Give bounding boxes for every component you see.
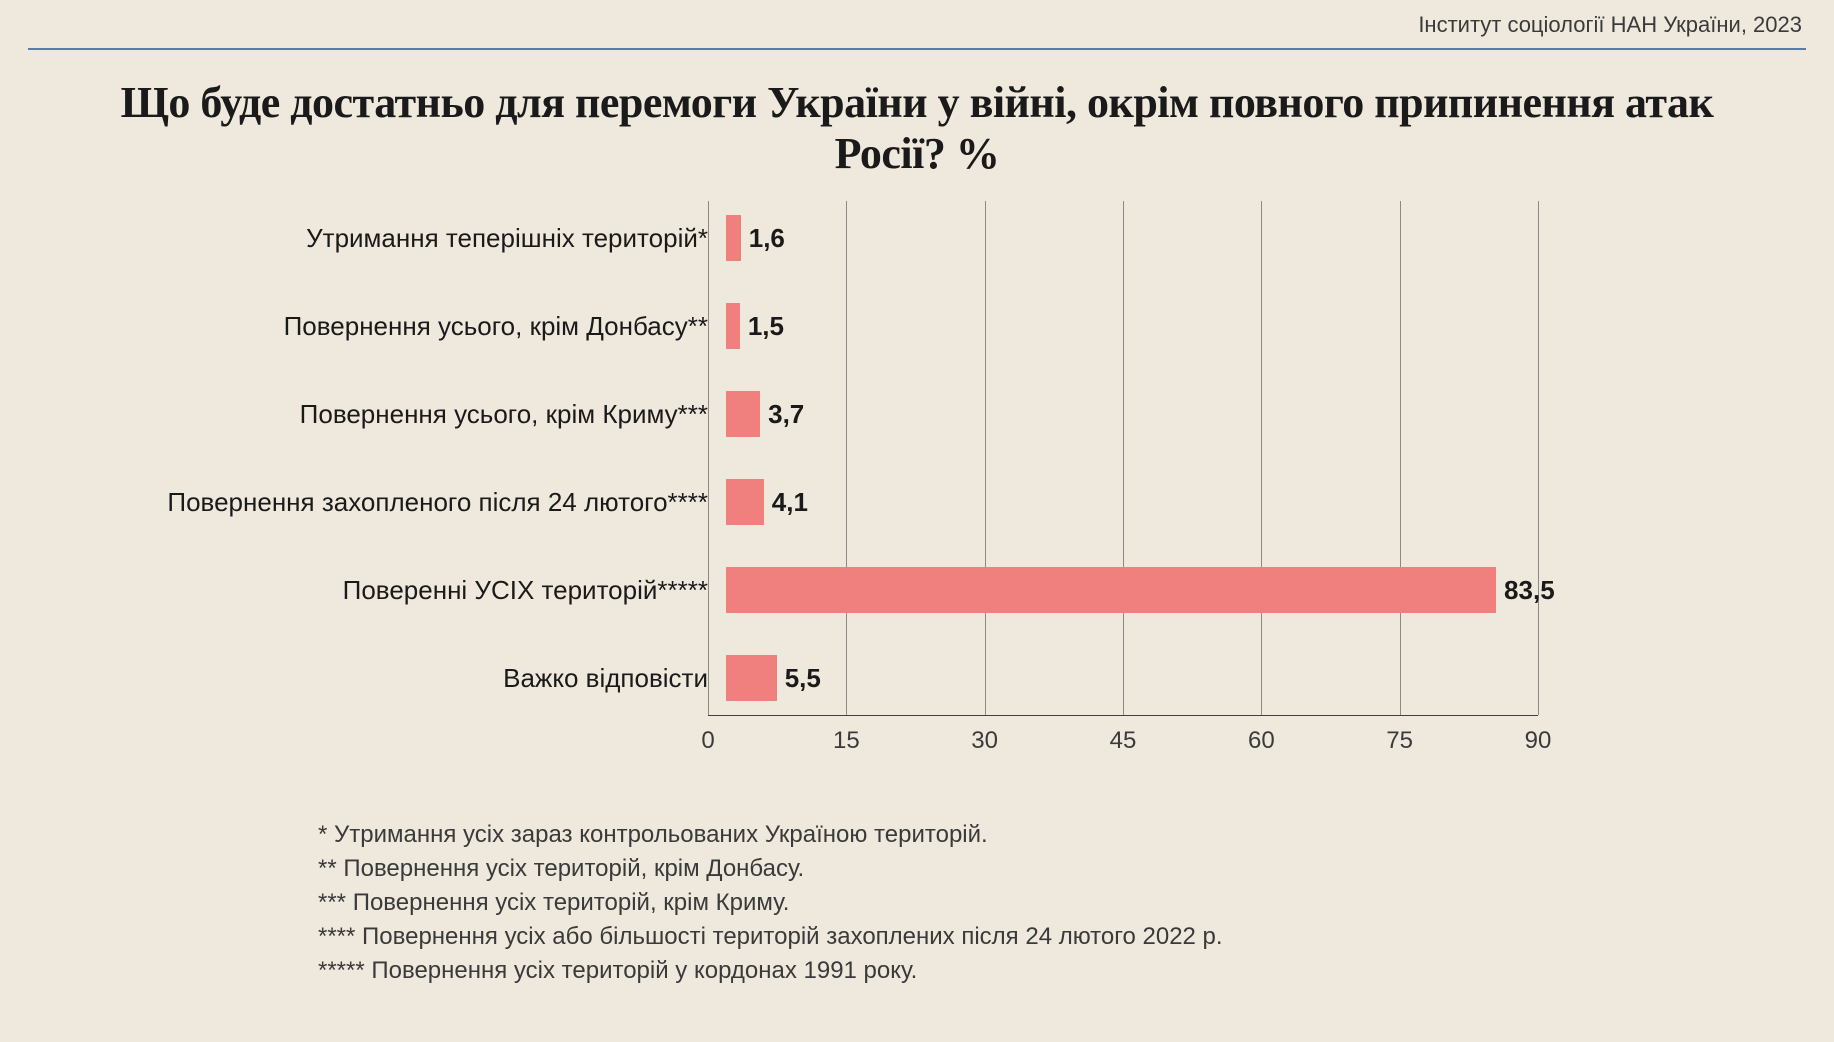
footnote-item: *** Повернення усіх територій, крім Крим… [318,889,1806,917]
bar-wrap: 1,6 [726,201,1556,275]
x-axis-line [708,715,1538,716]
bar-wrap: 3,7 [726,377,1556,451]
footnotes: * Утримання усіх зараз контрольованих Ук… [318,821,1806,985]
gridline [846,201,847,715]
gridline [1400,201,1401,715]
category-label: Повернення захопленого після 24 лютого**… [68,487,726,518]
bar-row: Повернення захопленого після 24 лютого**… [68,465,1658,539]
bar [726,479,764,525]
x-tick-label: 15 [833,727,860,755]
footnote-item: **** Повернення усіх або більшості терит… [318,923,1806,951]
bar-wrap: 1,5 [726,289,1556,363]
value-label: 5,5 [785,663,821,694]
header-rule [28,48,1806,50]
bar [726,391,760,437]
gridline [1261,201,1262,715]
value-label: 83,5 [1504,575,1555,606]
category-label: Повернення усього, крім Донбасу** [68,311,726,342]
bar-wrap: 83,5 [726,553,1556,627]
footnote-item: * Утримання усіх зараз контрольованих Ук… [318,821,1806,849]
footnote-item: ** Повернення усіх територій, крім Донба… [318,855,1806,883]
x-tick-label: 0 [701,727,714,755]
bar [726,567,1496,613]
chart-page: Інститут соціології НАН України, 2023 Що… [0,0,1834,1042]
bar-row: Повернення усього, крім Донбасу** 1,5 [68,289,1658,363]
x-tick-label: 90 [1525,727,1552,755]
bar-chart: 0 15 30 45 60 75 90 Утримання теперішніх терито… [68,201,1658,765]
bar-wrap: 4,1 [726,465,1556,539]
value-label: 1,5 [748,311,784,342]
chart-title: Що буде достатньо для перемоги України у… [117,78,1717,179]
gridline [1538,201,1539,715]
bar-row: Важко відповісти 5,5 [68,641,1658,715]
bar [726,303,740,349]
value-label: 1,6 [749,223,785,254]
gridline [985,201,986,715]
x-tick-label: 45 [1110,727,1137,755]
plot-area [708,201,1538,715]
bar-row: Утримання теперішніх територій* 1,6 [68,201,1658,275]
bar [726,215,741,261]
footnote-item: ***** Повернення усіх територій у кордон… [318,957,1806,985]
source-attribution: Інститут соціології НАН України, 2023 [28,12,1806,38]
category-label: Повернення усього, крім Криму*** [68,399,726,430]
bar [726,655,777,701]
x-tick-label: 60 [1248,727,1275,755]
category-label: Поверенні УСІХ територій***** [68,575,726,606]
bar-row: Повернення усього, крім Криму*** 3,7 [68,377,1658,451]
category-label: Утримання теперішніх територій* [68,223,726,254]
gridline [708,201,709,715]
category-label: Важко відповісти [68,663,726,694]
bar-wrap: 5,5 [726,641,1556,715]
bar-row: Поверенні УСІХ територій***** 83,5 [68,553,1658,627]
x-tick-label: 75 [1386,727,1413,755]
x-tick-label: 30 [971,727,998,755]
gridline [1123,201,1124,715]
value-label: 4,1 [772,487,808,518]
value-label: 3,7 [768,399,804,430]
